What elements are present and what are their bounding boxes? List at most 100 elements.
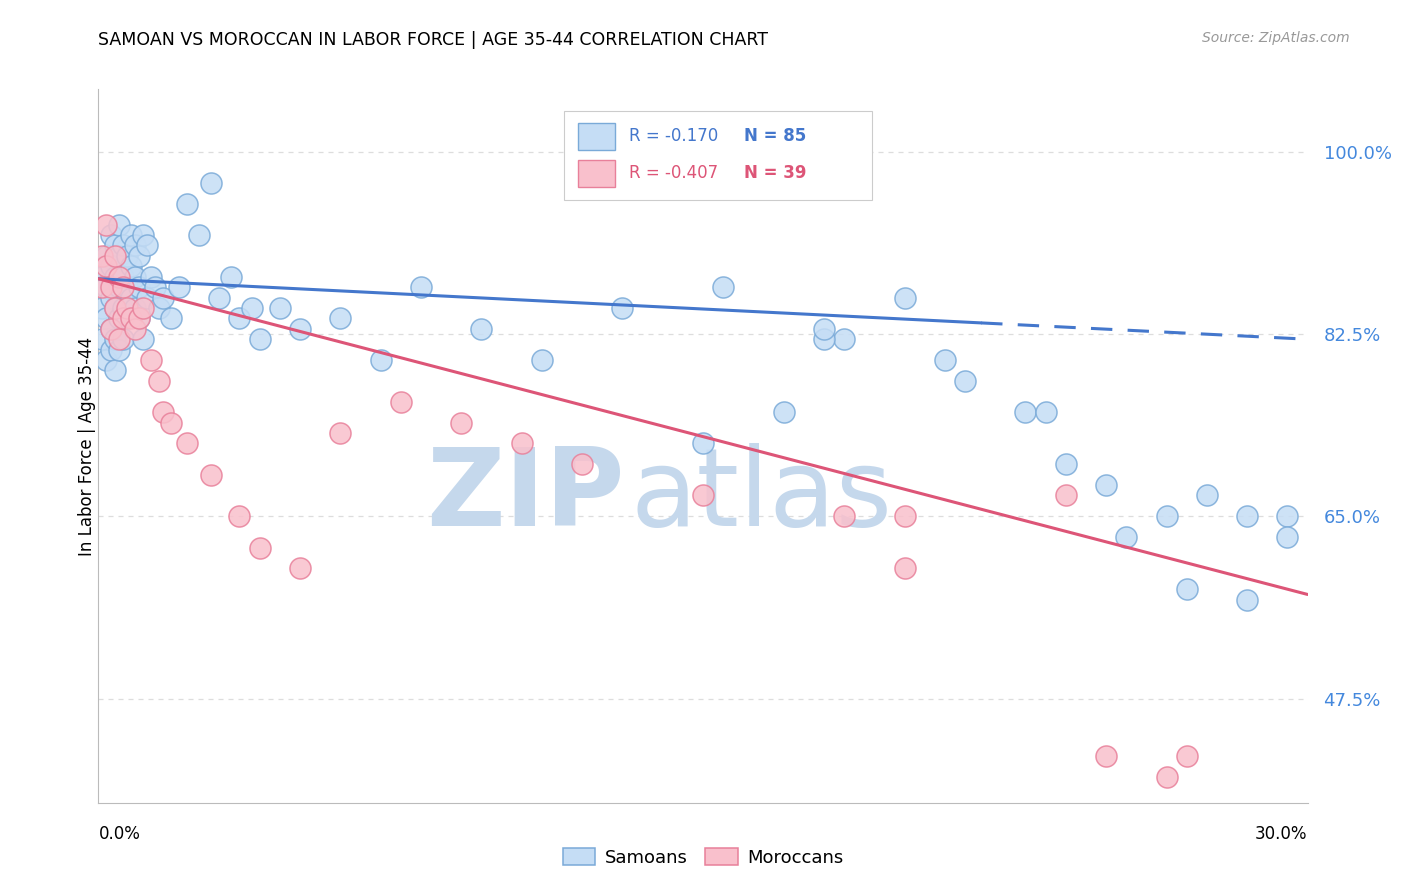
Point [103, 238, 125, 252]
Point [132, 301, 155, 315]
Point [228, 509, 250, 524]
Point [124, 238, 146, 252]
Point [103, 332, 125, 346]
Point [111, 301, 134, 315]
Point [228, 311, 250, 326]
Point [128, 311, 150, 326]
Point [139, 353, 162, 368]
Point [107, 218, 129, 232]
Point [249, 541, 271, 555]
Text: 30.0%: 30.0% [1256, 825, 1308, 843]
Point [100, 343, 122, 357]
Point [103, 249, 125, 263]
Point [221, 269, 243, 284]
Point [100, 322, 122, 336]
Legend: Samoans, Moroccans: Samoans, Moroccans [555, 841, 851, 874]
Point [329, 311, 352, 326]
Text: SAMOAN VS MOROCCAN IN LABOR FORCE | AGE 35-44 CORRELATION CHART: SAMOAN VS MOROCCAN IN LABOR FORCE | AGE … [98, 31, 769, 49]
Point [115, 249, 138, 263]
Text: Source: ZipAtlas.com: Source: ZipAtlas.com [1202, 31, 1350, 45]
Point [1014, 405, 1036, 419]
Point [893, 561, 915, 575]
Point [91, 269, 114, 284]
Point [470, 322, 492, 336]
Point [103, 363, 125, 377]
Point [772, 405, 794, 419]
Point [96, 353, 118, 368]
Point [1035, 405, 1057, 419]
Point [1054, 488, 1077, 502]
Point [1175, 748, 1198, 763]
Point [188, 228, 211, 243]
Point [176, 196, 198, 211]
Point [832, 332, 855, 346]
Point [160, 311, 183, 326]
Text: ZIP: ZIP [426, 443, 624, 549]
Point [450, 416, 472, 430]
Point [200, 467, 222, 482]
Point [91, 301, 114, 315]
Point [692, 436, 714, 450]
Point [176, 436, 198, 450]
Point [167, 280, 190, 294]
FancyBboxPatch shape [564, 111, 872, 200]
Y-axis label: In Labor Force | Age 35-44: In Labor Force | Age 35-44 [79, 336, 96, 556]
Text: R = -0.407: R = -0.407 [630, 164, 718, 182]
Point [1195, 488, 1218, 502]
Point [135, 238, 157, 252]
Text: R = -0.170: R = -0.170 [630, 128, 718, 145]
Text: atlas: atlas [630, 443, 893, 549]
Point [132, 228, 155, 243]
Point [1236, 592, 1258, 607]
Point [1095, 478, 1118, 492]
Point [91, 280, 114, 294]
Point [1156, 509, 1178, 524]
Point [107, 332, 129, 346]
Point [124, 322, 146, 336]
FancyBboxPatch shape [578, 160, 614, 187]
Point [143, 280, 166, 294]
Point [813, 322, 835, 336]
Point [152, 405, 174, 419]
Point [107, 343, 129, 357]
Point [120, 260, 142, 274]
FancyBboxPatch shape [578, 123, 614, 150]
Point [249, 332, 271, 346]
Point [103, 269, 125, 284]
Point [100, 228, 122, 243]
Point [1054, 457, 1077, 471]
Point [409, 280, 432, 294]
Point [100, 260, 122, 274]
Point [1236, 509, 1258, 524]
Text: N = 85: N = 85 [744, 128, 807, 145]
Text: 0.0%: 0.0% [98, 825, 141, 843]
Point [100, 280, 122, 294]
Point [100, 322, 122, 336]
Point [1156, 770, 1178, 784]
Point [107, 249, 129, 263]
Point [389, 394, 412, 409]
Point [107, 269, 129, 284]
Point [111, 269, 134, 284]
Point [111, 332, 134, 346]
Point [692, 488, 714, 502]
Point [100, 291, 122, 305]
Point [148, 301, 170, 315]
Point [96, 311, 118, 326]
Point [288, 561, 311, 575]
Point [571, 457, 593, 471]
Point [115, 301, 138, 315]
Point [132, 332, 155, 346]
Point [91, 249, 114, 263]
Point [530, 353, 553, 368]
Point [269, 301, 291, 315]
Point [120, 311, 142, 326]
Point [370, 353, 392, 368]
Point [91, 332, 114, 346]
Point [96, 218, 118, 232]
Point [115, 311, 138, 326]
Point [96, 249, 118, 263]
Point [96, 280, 118, 294]
Point [128, 311, 150, 326]
Point [711, 280, 734, 294]
